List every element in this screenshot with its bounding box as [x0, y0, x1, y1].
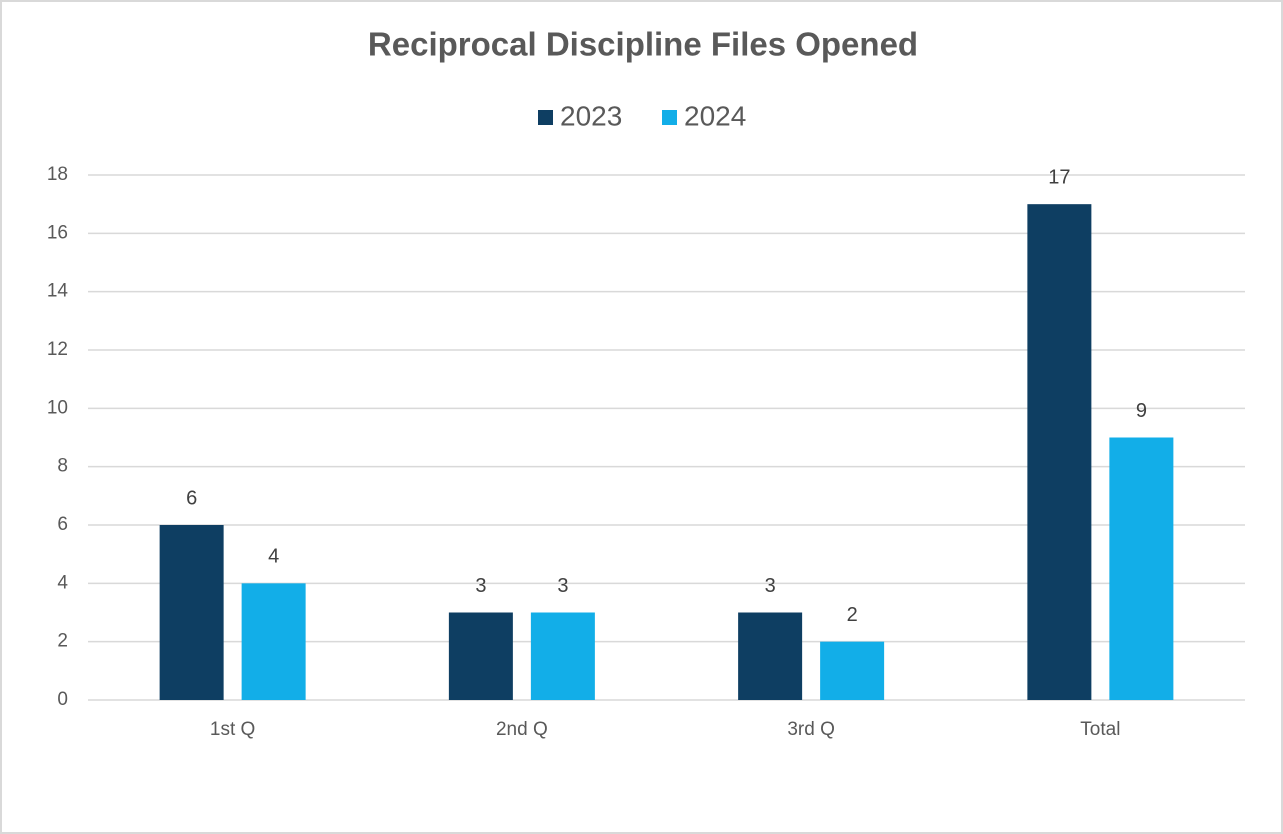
- y-tick-label: 10: [47, 397, 68, 418]
- data-label: 2: [847, 604, 858, 626]
- data-label: 3: [475, 575, 486, 597]
- bar: [448, 612, 513, 700]
- y-tick-label: 14: [47, 281, 69, 302]
- data-label: 9: [1136, 400, 1147, 422]
- bar: [738, 612, 803, 700]
- legend-swatch: [538, 110, 553, 125]
- x-tick-label: Total: [1080, 719, 1120, 740]
- bar: [1109, 437, 1174, 700]
- bar: [820, 641, 885, 700]
- y-tick-label: 6: [57, 514, 68, 535]
- y-tick-label: 4: [57, 572, 68, 593]
- y-tick-label: 16: [47, 222, 68, 243]
- y-tick-label: 2: [57, 631, 68, 652]
- bar: [1027, 204, 1092, 700]
- data-label: 6: [186, 487, 197, 509]
- data-label: 3: [765, 575, 776, 597]
- y-tick-label: 8: [57, 456, 68, 477]
- legend-label: 2023: [560, 100, 622, 131]
- legend-swatch: [662, 110, 677, 125]
- x-tick-label: 2nd Q: [496, 719, 548, 740]
- x-tick-label: 3rd Q: [787, 719, 835, 740]
- data-label: 3: [557, 575, 568, 597]
- y-tick-label: 18: [47, 164, 68, 185]
- bar: [530, 612, 595, 700]
- x-tick-label: 1st Q: [210, 719, 255, 740]
- y-tick-label: 0: [57, 689, 68, 710]
- bar: [159, 525, 224, 700]
- legend-label: 2024: [684, 100, 746, 131]
- y-tick-label: 12: [47, 339, 68, 360]
- data-label: 4: [268, 546, 279, 568]
- data-label: 17: [1048, 166, 1070, 188]
- chart-title: Reciprocal Discipline Files Opened: [368, 26, 918, 63]
- bar: [241, 583, 306, 700]
